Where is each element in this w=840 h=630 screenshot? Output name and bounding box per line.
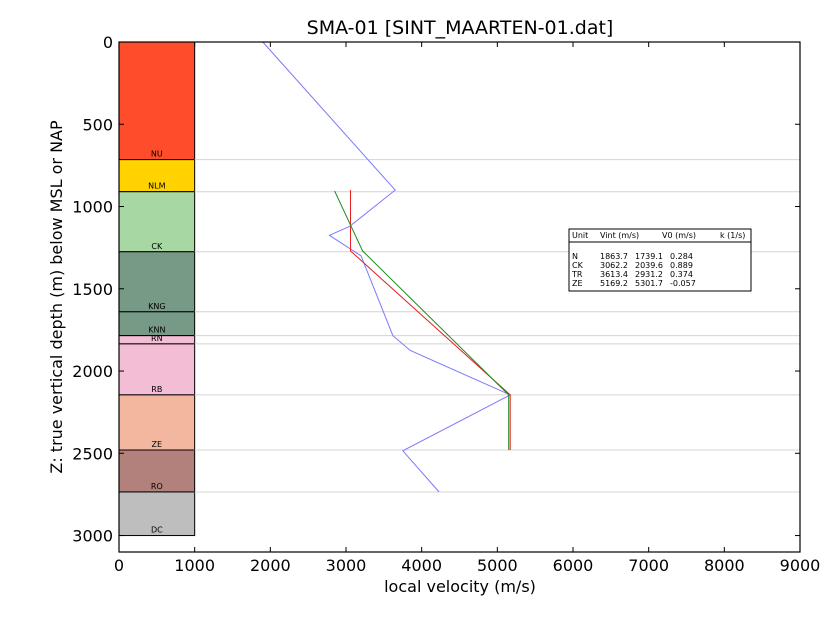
- legend-row-vint: 3062.2: [600, 261, 628, 270]
- layer-label: RB: [151, 385, 162, 394]
- x-tick-label: 3000: [326, 556, 367, 575]
- x-tick-label: 5000: [477, 556, 518, 575]
- plot-frame: [118, 41, 801, 553]
- x-tick-label: 4000: [401, 556, 442, 575]
- layer-rb: [118, 343, 196, 396]
- legend-header-k: k (1/s): [720, 231, 745, 240]
- velocity-series: [262, 41, 512, 493]
- legend-header-unit: Unit: [572, 231, 588, 240]
- x-axis-ticks: 0 1000 2000 3000 4000 5000 6000 7000 8000 9000: [114, 42, 820, 575]
- x-axis-label: local velocity (m/s): [384, 577, 536, 596]
- legend-row-v0: 5301.7: [635, 279, 663, 288]
- legend-row-k: 0.889: [670, 261, 693, 270]
- y-tick-label: 1500: [72, 280, 113, 299]
- y-tick-label: 0: [103, 33, 113, 52]
- x-tick-label: 9000: [780, 556, 821, 575]
- x-tick-label: 7000: [628, 556, 669, 575]
- y-tick-label: 500: [82, 115, 113, 134]
- x-tick-label: 1000: [174, 556, 215, 575]
- layer-nlm: [118, 159, 196, 193]
- depth-grid: [194, 159, 800, 493]
- legend-row-unit: CK: [572, 261, 584, 270]
- layer-label: KNG: [148, 302, 165, 311]
- y-tick-label: 1000: [72, 198, 113, 217]
- legend-row-k: -0.057: [670, 279, 696, 288]
- layer-dc: [118, 491, 196, 537]
- layer-label: KNN: [148, 326, 165, 335]
- legend-header-vint: Vint (m/s): [600, 231, 639, 240]
- legend-row-unit: N: [572, 252, 578, 261]
- y-tick-label: 3000: [72, 527, 113, 546]
- layer-label: ZE: [152, 440, 163, 449]
- layer-ro: [118, 449, 196, 493]
- velocity-line: [334, 190, 510, 450]
- chart-title: SMA-01 [SINT_MAARTEN-01.dat]: [307, 17, 614, 39]
- velocity-line: [262, 41, 512, 493]
- layer-label: NLM: [148, 182, 165, 191]
- legend-row-v0: 2039.6: [635, 261, 663, 270]
- layer-label: CK: [151, 242, 163, 251]
- layer-label: RN: [151, 334, 163, 343]
- legend-row-unit: ZE: [572, 279, 583, 288]
- layer-label: RO: [151, 482, 163, 491]
- y-axis-label: Z: true vertical depth (m) below MSL or …: [47, 120, 66, 474]
- legend-row-v0: 2931.2: [635, 270, 663, 279]
- legend-table: Unit Vint (m/s) V0 (m/s) k (1/s) N 1863.…: [568, 228, 752, 292]
- legend-row-unit: TR: [571, 270, 583, 279]
- legend-row-v0: 1739.1: [635, 252, 663, 261]
- velocity-line: [350, 190, 511, 450]
- x-tick-label: 8000: [704, 556, 745, 575]
- legend-box: [568, 228, 752, 292]
- layer-label: NU: [151, 150, 163, 159]
- legend-header-v0: V0 (m/s): [662, 231, 696, 240]
- y-tick-label: 2500: [72, 444, 113, 463]
- y-tick-label: 2000: [72, 362, 113, 381]
- layer-ck: [118, 191, 196, 253]
- layer-kng: [118, 251, 196, 313]
- legend-row-vint: 5169.2: [600, 279, 628, 288]
- legend-row-k: 0.374: [670, 270, 693, 279]
- x-tick-label: 0: [114, 556, 124, 575]
- x-tick-label: 2000: [250, 556, 291, 575]
- x-tick-label: 6000: [553, 556, 594, 575]
- layer-label: DC: [151, 526, 163, 535]
- legend-row-k: 0.284: [670, 252, 693, 261]
- layer-ze: [118, 394, 196, 451]
- layer-nu: [118, 41, 196, 161]
- y-axis-ticks: 0 500 1000 1500 2000 2500 3000: [72, 33, 800, 546]
- legend-row-vint: 3613.4: [600, 270, 628, 279]
- legend-row-vint: 1863.7: [600, 252, 628, 261]
